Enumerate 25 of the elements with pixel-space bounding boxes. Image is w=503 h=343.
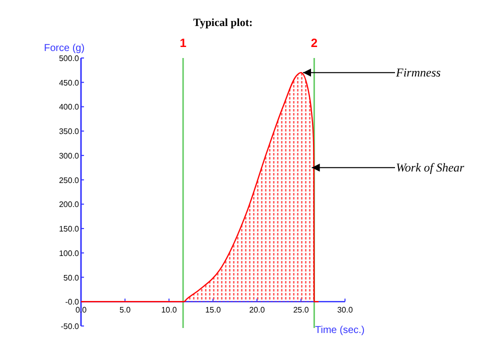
y-tick-label: 350.0 — [58, 127, 80, 136]
y-tick-label: 400.0 — [58, 102, 80, 112]
x-tick-label: 5.0 — [119, 306, 132, 315]
annotation: 2 — [310, 36, 318, 50]
y-tick-label: 100.0 — [58, 248, 80, 258]
annotation: Firmness — [395, 66, 441, 80]
x-tick-label: 10.0 — [161, 306, 178, 315]
x-tick-label: 30.0 — [337, 306, 354, 315]
x-tick-label: 20.0 — [249, 306, 266, 315]
y-tick-label: -50.0 — [60, 322, 80, 331]
y-tick-label: 50.0 — [63, 273, 80, 282]
y-tick-label: 500.0 — [58, 54, 80, 63]
x-axis-title: Time (sec.) — [315, 325, 365, 336]
annotation: Work of Shear — [396, 160, 465, 175]
x-tick-label: 25.0 — [293, 306, 310, 315]
y-tick-label: 200.0 — [58, 200, 80, 210]
x-tick-label: 15.0 — [205, 306, 222, 315]
y-axis-title: Force (g) — [44, 43, 85, 54]
y-tick-label: -0.0 — [65, 298, 80, 307]
y-tick-label: 300.0 — [58, 151, 80, 160]
y-tick-label: 150.0 — [58, 224, 80, 234]
chart-title: Typical plot: — [193, 17, 253, 29]
y-tick-label: 450.0 — [58, 78, 80, 88]
annotation: 1 — [180, 36, 187, 50]
y-tick-label: 250.0 — [58, 176, 80, 185]
